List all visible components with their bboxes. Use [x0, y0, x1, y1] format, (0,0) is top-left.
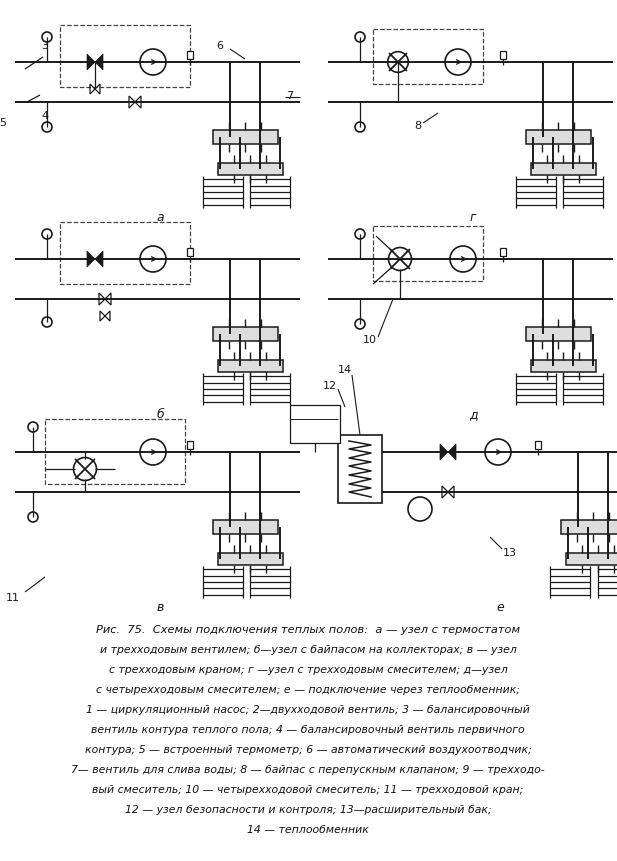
Bar	[60, 223, 190, 285]
Bar	[213, 131, 278, 145]
Text: 14 — теплообменник: 14 — теплообменник	[247, 824, 369, 834]
Bar	[218, 554, 283, 566]
Bar	[45, 419, 185, 485]
Bar	[526, 328, 591, 342]
Bar	[373, 226, 483, 282]
Bar	[213, 520, 278, 535]
Bar	[218, 361, 283, 373]
Polygon shape	[87, 251, 95, 268]
Text: 8: 8	[415, 121, 421, 131]
Bar	[531, 164, 596, 176]
Text: с четырехходовым смесителем; е — подключение через теплообменник;: с четырехходовым смесителем; е — подключ…	[96, 684, 520, 694]
Text: д: д	[469, 408, 478, 421]
Text: а: а	[156, 211, 164, 224]
Bar	[561, 520, 617, 535]
Text: вый смеситель; 10 — четырехходовой смеситель; 11 — трехходовой кран;: вый смеситель; 10 — четырехходовой смеси…	[93, 784, 524, 794]
Text: 5: 5	[0, 118, 7, 127]
Text: е: е	[496, 601, 504, 614]
Text: 11: 11	[6, 592, 20, 603]
Text: 14: 14	[338, 364, 352, 375]
Bar	[500, 52, 506, 60]
Bar	[218, 164, 283, 176]
Bar	[187, 52, 193, 60]
Polygon shape	[95, 251, 103, 268]
Bar	[213, 328, 278, 342]
Text: 13: 13	[503, 548, 517, 557]
Text: 7— вентиль для слива воды; 8 — байпас с перепускным клапаном; 9 — трехходо-: 7— вентиль для слива воды; 8 — байпас с …	[71, 764, 545, 774]
Bar	[531, 361, 596, 373]
Text: Рис.  75.  Схемы подключения теплых полов:  а — узел с термостатом: Рис. 75. Схемы подключения теплых полов:…	[96, 624, 520, 635]
Text: г: г	[470, 211, 476, 224]
Text: 12: 12	[323, 381, 337, 391]
Text: 6: 6	[217, 41, 223, 51]
Polygon shape	[95, 55, 103, 71]
Text: контура; 5 — встроенный термометр; 6 — автоматический воздухоотводчик;: контура; 5 — встроенный термометр; 6 — а…	[85, 744, 531, 754]
Bar	[187, 248, 193, 257]
Bar	[187, 441, 193, 449]
Polygon shape	[448, 444, 456, 461]
Text: 12 — узел безопасности и контроля; 13—расширительный бак;: 12 — узел безопасности и контроля; 13—ра…	[125, 804, 491, 814]
Bar	[60, 26, 190, 88]
Text: 1 — циркуляционный насос; 2—двухходовой вентиль; 3 — балансировочный: 1 — циркуляционный насос; 2—двухходовой …	[86, 704, 530, 714]
Bar	[500, 248, 506, 257]
Text: 10: 10	[363, 335, 377, 344]
Text: вентиль контура теплого пола; 4 — балансировочный вентиль первичного: вентиль контура теплого пола; 4 — баланс…	[91, 724, 525, 734]
Text: 4: 4	[41, 111, 49, 121]
Bar	[338, 436, 382, 504]
Polygon shape	[440, 444, 448, 461]
Polygon shape	[87, 55, 95, 71]
Text: 7: 7	[286, 91, 294, 101]
Bar	[535, 441, 540, 449]
Bar	[373, 30, 483, 85]
Text: с трехходовым краном; г —узел с трехходовым смесителем; д—узел: с трехходовым краном; г —узел с трехходо…	[109, 664, 507, 674]
Bar	[526, 131, 591, 145]
Bar	[290, 406, 340, 443]
Text: б: б	[156, 408, 164, 421]
Text: и трехходовым вентилем; б—узел с байпасом на коллекторах; в — узел: и трехходовым вентилем; б—узел с байпасо…	[99, 644, 516, 654]
Bar	[566, 554, 617, 566]
Text: в: в	[156, 601, 164, 614]
Text: 3: 3	[41, 41, 49, 51]
